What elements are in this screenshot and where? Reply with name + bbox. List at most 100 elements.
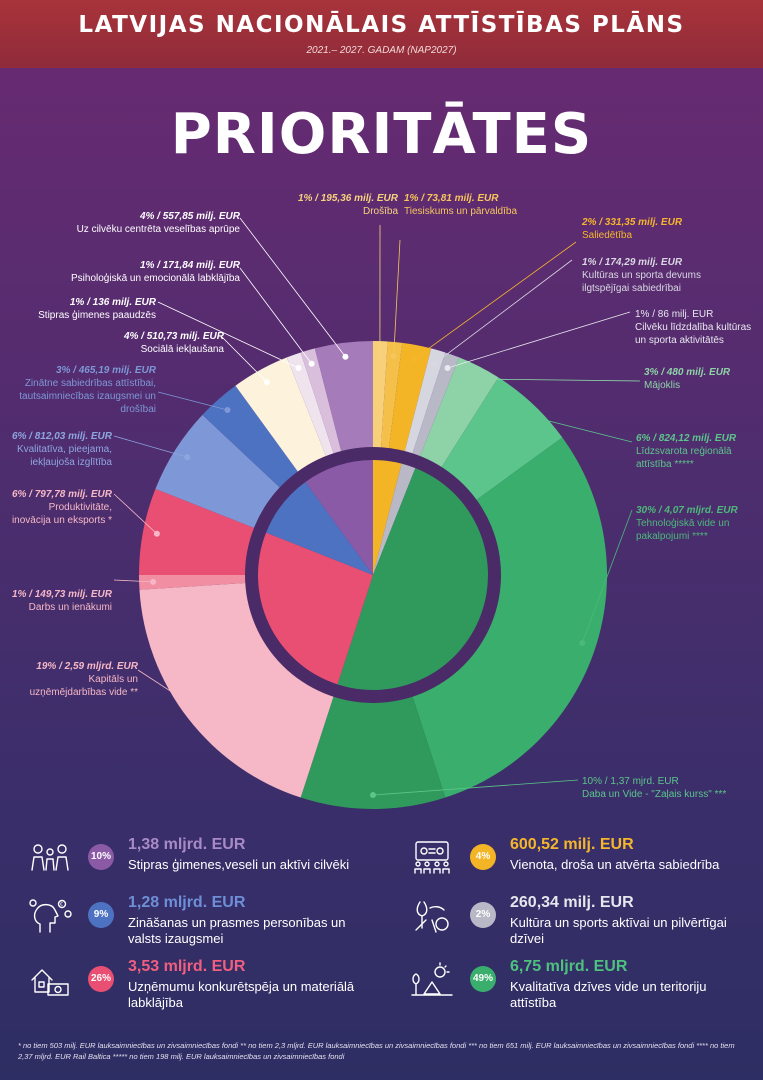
slice-name: Tiesiskums un pārvaldība [404,206,518,217]
leader-line [523,414,633,443]
inner-slice-zinasanas-un-prasmes-personibas-un-valst [266,481,373,575]
summary-description: Kvalitatīva dzīves vide un teritoriju at… [510,979,707,1010]
header-bar: LATVIJAS NACIONĀLAIS ATTĪSTĪBAS PLĀNS 20… [0,0,763,68]
slice-value: 4% / 510,73 milj. EUR [123,331,224,342]
slice-name: Uz cilvēku centrēta veselības aprūpe [76,224,240,235]
slice-label-drosiba: 1% / 195,36 milj. EUR Drošība [250,192,398,218]
summary-description: Kultūra un sports aktīvai un pilvērtīgai… [510,915,727,946]
leader-line [137,669,200,711]
svg-text:€: € [60,902,63,908]
leader-line [393,239,401,356]
summary-amount: 6,75 mljrd. EUR [510,958,628,975]
slice-name: Mājoklis [644,380,681,391]
inner-slice-uznemumu-konkuretspeja-un-materiala-labk [258,532,373,685]
slice-label-zinatne-sabiedribas-attistibai-tautsaimn: 3% / 465,19 milj. EUR Zinātne sabiedrības… [10,364,156,416]
percent-badge: 10% [88,844,114,870]
slice-label-stipras-gimenes-paaudzes: 1% / 136 milj. EUR Stipras ģimenes paaudz… [10,296,156,322]
slice-value: 2% / 331,35 milj. EUR [582,217,683,228]
leader-line [239,217,346,357]
slice-name: Kapitāls un uzņēmējdarbības vide ** [29,674,138,698]
slice-value: 10% / 1,37 mjrd. EUR [582,776,679,787]
slice-name: Kvalitatīva, pieejama, iekļaujoša izglīt… [16,444,112,468]
inner-slice-kultura-un-sports-aktivai-un-pilvertigai [373,463,416,575]
slice-name: Līdzsvarota reģionālā attīstība ***** [636,446,732,470]
percent-badge: 9% [88,902,114,928]
slice-label-produktivitate-inovacija-un-eksports: 6% / 797,78 milj. EUR Produktivitāte, ino… [10,488,112,527]
slice-label-psihologiska-un-emocionala-labklajiba: 1% / 171,84 milj. EUR Psiholoģiskā un emo… [10,259,240,285]
slice-label-uz-cilveku-centreta-veselibas-aprupe: 4% / 557,85 milj. EUR Uz cilvēku centrēta… [10,210,240,236]
slice-name: Cilvēku līdzdalība kultūras un sporta ak… [635,322,752,346]
slice-label-kvalitativa-pieejama-ieklaujosa-izglitib: 6% / 812,03 milj. EUR Kvalitatīva, pieeja… [10,430,112,469]
percent-badge: 4% [470,844,496,870]
summary-item: 49% 6,75 mljrd. EUR Kvalitatīva dzīves vid… [410,958,750,1016]
leader-line [447,311,631,369]
slice-label-darbs-un-ienakumi: 1% / 149,73 milj. EUR Darbs un ienākumi [10,588,112,614]
family-icon [31,844,69,871]
summary-description: Uzņēmumu konkurētspēja un materiālā labk… [128,979,355,1010]
slice-name: Saliedētība [582,230,633,241]
slice-value: 4% / 557,85 milj. EUR [139,211,240,222]
summary-item: 4% 600,52 milj. EUR Vienota, droša un atvē… [410,836,750,894]
slice-value: 3% / 465,19 milj. EUR [55,365,156,376]
slice-value: 6% / 812,03 milj. EUR [11,431,112,442]
slice-value: 19% / 2,59 mljrd. EUR [36,661,138,672]
slice-name: Stipras ģimenes paaudzēs [38,310,156,321]
slice-value: 1% / 149,73 milj. EUR [11,589,112,600]
slice-value: 30% / 4,07 mljrd. EUR [636,505,738,516]
slice-name: Tehnoloģiskā vide un pakalpojumi **** [636,518,730,542]
summary-amount: 3,53 mljrd. EUR [128,958,246,975]
slice-name: Daba un Vide - "Zaļais kurss" *** [582,789,727,800]
slice-label-lidzsvarota-regionala-attistiba: 6% / 824,12 milj. EUR Līdzsvarota reģionā… [636,432,746,471]
slice-label-kulturas-un-sporta-devums-ilgtspejigai-s: 1% / 174,29 milj. EUR Kultūras un sporta … [582,256,712,295]
leader-line [581,509,633,644]
slice-value: 1% / 136 milj. EUR [69,297,156,308]
summary-description: Vienota, droša un atvērta sabiedrība [510,857,720,872]
summary-amount: 600,52 milj. EUR [510,836,634,853]
slice-label-majoklis: 3% / 480 milj. EUR Mājoklis [644,366,754,392]
slice-name: Darbs un ienākumi [28,602,112,613]
percent-badge: 2% [470,902,496,928]
summary-item: 10% 1,38 mljrd. EUR Stipras ģimenes,veseli… [28,836,368,894]
leader-line [113,579,154,583]
culture-sport-icon [415,901,449,933]
slice-name: Drošība [362,206,398,217]
slice-name: Kultūras un sporta devums ilgtspējīgai s… [582,270,701,294]
slice-value: 1% / 73,81 milj. EUR [404,193,499,204]
head-ideas-icon: € [29,899,72,933]
header-subtitle: 2021.– 2027. GADAM (NAP2027) [306,45,457,56]
summary-description: Stipras ģimenes,veseli un aktīvi cilvēki [128,857,350,872]
nature-icon [411,962,453,996]
slice-value: 1% / 174,29 milj. EUR [582,257,683,268]
leader-line [434,259,573,365]
leader-line [372,779,579,796]
percent-badge: 26% [88,966,114,992]
summary-description: Zināšanas un prasmes personības un valst… [128,915,346,946]
slice-name: Psiholoģiskā un emocionālā labklājība [71,273,240,284]
leader-line [113,435,188,458]
leader-line [157,301,299,369]
summary-amount: 1,38 mljrd. EUR [128,836,246,853]
slice-label-tehnologiska-vide-un-pakalpojumi: 30% / 4,07 mljrd. EUR Tehnoloģiskā vide u… [636,504,746,543]
leader-line [221,336,268,383]
slice-value: 6% / 824,12 milj. EUR [636,433,737,444]
leader-line [157,391,228,411]
summary-item: 26% 3,53 mljrd. EUR Uzņēmumu konkurētspēja… [28,958,368,1016]
slice-label-daba-un-vide-zalais-kurss: 10% / 1,37 mjrd. EUR Daba un Vide - "Zaļa… [582,775,752,801]
summary-item: €9% 1,28 mljrd. EUR Zināšanas un prasmes p… [28,894,368,952]
percent-badge: 49% [470,966,496,992]
leader-line [472,378,641,382]
community-board-icon [414,841,450,874]
header-title: LATVIJAS NACIONĀLAIS ATTĪSTĪBAS PLĀNS [78,12,685,38]
slice-label-tiesiskums-un-parvaldiba: 1% / 73,81 milj. EUR Tiesiskums un pārval… [404,192,534,218]
slice-value: 1% / 171,84 milj. EUR [139,260,240,271]
leader-line [413,241,577,360]
inner-slice-kvalitativa-dzives-vide-un-teritoriju-at [337,468,489,691]
slice-value: 3% / 480 milj. EUR [644,367,731,378]
slice-label-saliedetiba: 2% / 331,35 milj. EUR Saliedētība [582,216,760,242]
leader-line [239,267,312,364]
slice-value: 1% / 86 milj. EUR [635,309,714,320]
leader-line [113,493,158,535]
summary-amount: 1,28 mljrd. EUR [128,894,246,911]
slice-label-sociala-ieklausana: 4% / 510,73 milj. EUR Sociālā iekļaušana [10,330,224,356]
